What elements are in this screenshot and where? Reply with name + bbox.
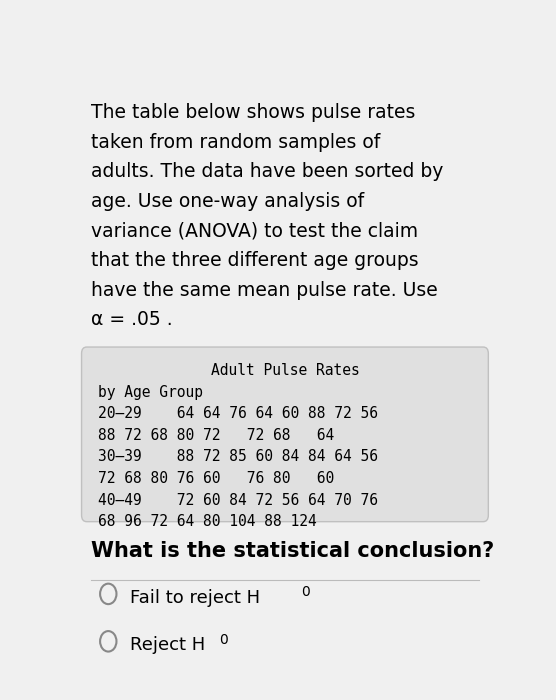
FancyBboxPatch shape [82,347,488,522]
Text: 0: 0 [220,633,228,647]
Text: The table below shows pulse rates: The table below shows pulse rates [91,103,415,122]
Text: 72 68 80 76 60   76 80   60: 72 68 80 76 60 76 80 60 [97,471,334,486]
Text: 88 72 68 80 72   72 68   64: 88 72 68 80 72 72 68 64 [97,428,334,443]
Text: What is the statistical conclusion?: What is the statistical conclusion? [91,541,494,561]
Text: 20–29    64 64 76 64 60 88 72 56: 20–29 64 64 76 64 60 88 72 56 [97,406,378,421]
Text: Reject H: Reject H [130,636,205,654]
Text: taken from random samples of: taken from random samples of [91,132,380,151]
Text: α = .05 .: α = .05 . [91,310,173,330]
Text: 68 96 72 64 80 104 88 124: 68 96 72 64 80 104 88 124 [97,514,316,529]
Text: variance (ANOVA) to test the claim: variance (ANOVA) to test the claim [91,221,418,240]
Text: age. Use one-way analysis of: age. Use one-way analysis of [91,192,364,211]
Text: 40–49    72 60 84 72 56 64 70 76: 40–49 72 60 84 72 56 64 70 76 [97,493,378,507]
Text: 0: 0 [301,585,310,599]
Text: Adult Pulse Rates: Adult Pulse Rates [211,363,359,378]
Text: by Age Group: by Age Group [97,385,202,400]
Text: have the same mean pulse rate. Use: have the same mean pulse rate. Use [91,281,438,300]
Text: Fail to reject H: Fail to reject H [130,589,260,606]
Text: adults. The data have been sorted by: adults. The data have been sorted by [91,162,444,181]
Text: 30–39    88 72 85 60 84 84 64 56: 30–39 88 72 85 60 84 84 64 56 [97,449,378,464]
Text: that the three different age groups: that the three different age groups [91,251,419,270]
